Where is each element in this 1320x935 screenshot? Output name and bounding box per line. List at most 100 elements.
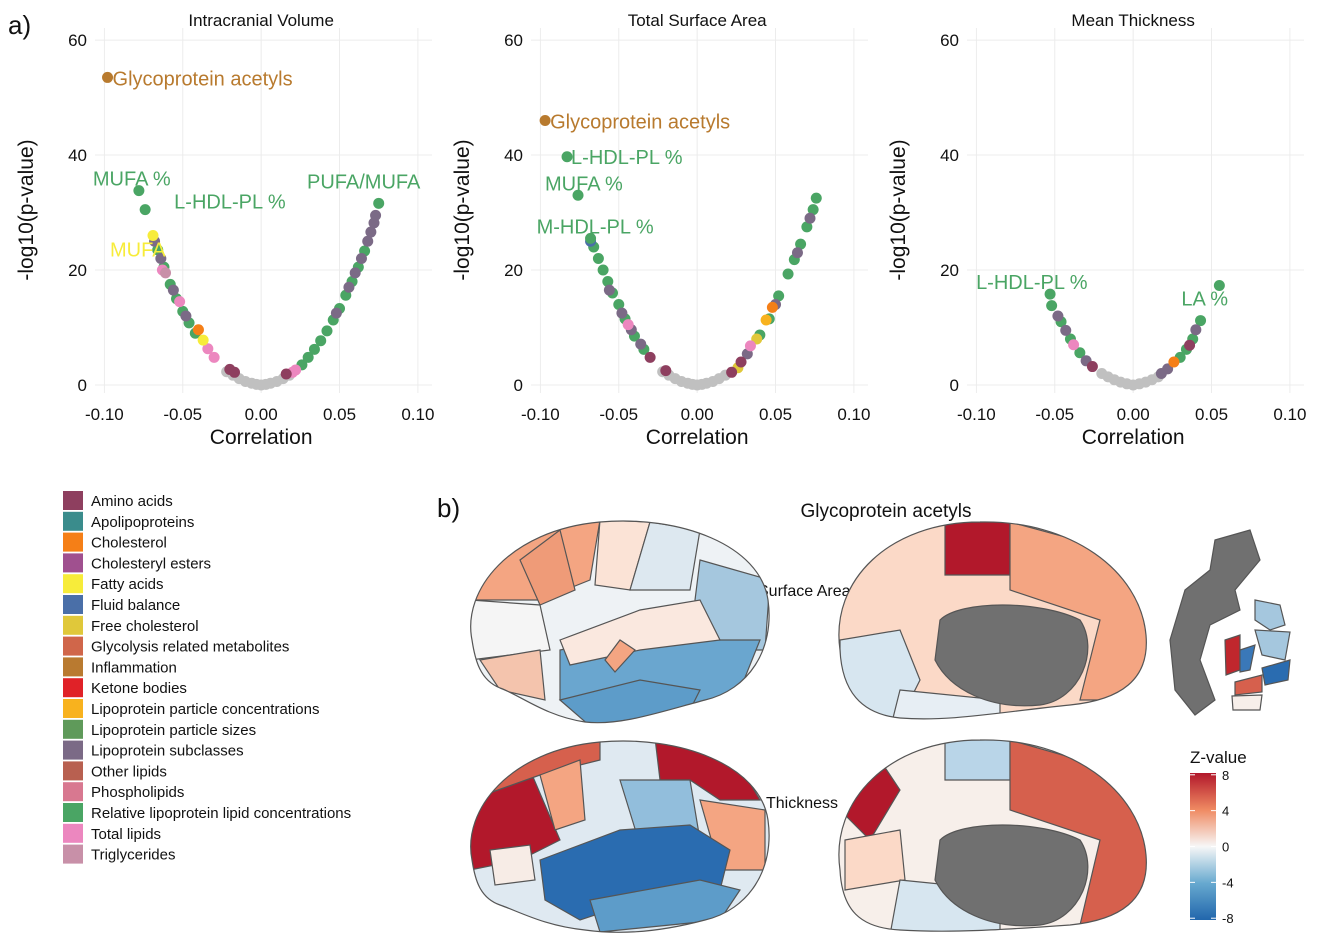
annotated-point xyxy=(102,72,113,83)
annotated-point xyxy=(373,198,384,209)
panel-label: a) xyxy=(8,10,31,40)
x-axis-label: Correlation xyxy=(1082,426,1185,449)
legend-label: Cholesteryl esters xyxy=(91,555,211,572)
point xyxy=(660,365,671,376)
legend-swatch xyxy=(63,616,83,635)
legend-label: Amino acids xyxy=(91,493,173,510)
legend-swatch xyxy=(63,512,83,531)
point xyxy=(281,369,292,380)
annotation: Glycoprotein acetyls xyxy=(550,112,730,134)
point xyxy=(805,213,816,224)
x-tick-label: 0.00 xyxy=(681,405,714,424)
chart-title: Mean Thickness xyxy=(1071,11,1194,30)
y-axis-label: -log10(p-value) xyxy=(15,139,38,280)
x-tick-label: 0.05 xyxy=(323,405,356,424)
point xyxy=(1087,361,1098,372)
y-tick-label: 40 xyxy=(504,146,523,165)
y-tick-label: 0 xyxy=(78,376,87,395)
y-tick-label: 60 xyxy=(504,31,523,50)
point xyxy=(761,315,772,326)
x-tick-label: 0.00 xyxy=(1117,405,1150,424)
y-tick-label: 20 xyxy=(68,261,87,280)
x-tick-label: -0.10 xyxy=(521,405,560,424)
annotation: LA % xyxy=(1181,289,1228,311)
x-tick-label: 0.10 xyxy=(837,405,870,424)
legend-label: Lipoprotein particle sizes xyxy=(91,722,256,739)
point xyxy=(1046,300,1057,311)
point xyxy=(321,325,332,336)
y-tick-label: 20 xyxy=(504,261,523,280)
colorbar-tick-label: 8 xyxy=(1222,768,1229,783)
point xyxy=(174,296,185,307)
legend-swatch xyxy=(63,678,83,697)
row-label: Surface Area xyxy=(758,583,851,600)
legend-label: Inflammation xyxy=(91,659,177,676)
point xyxy=(315,335,326,346)
legend-swatch xyxy=(63,637,83,656)
legend-swatch xyxy=(63,720,83,739)
annotated-point xyxy=(140,204,151,215)
annotation: L-HDL-PL % xyxy=(571,147,683,169)
legend-swatch xyxy=(63,803,83,822)
point xyxy=(645,352,656,363)
legend-label: Relative lipoprotein lipid concentration… xyxy=(91,805,351,822)
point xyxy=(160,267,171,278)
annotation: MUFA % xyxy=(93,169,171,191)
chart-title: Total Surface Area xyxy=(628,11,767,30)
colorbar-tick-label: 0 xyxy=(1222,840,1229,855)
point xyxy=(726,367,737,378)
legend-label: Lipoprotein particle concentrations xyxy=(91,701,319,718)
y-tick-label: 60 xyxy=(68,31,87,50)
point xyxy=(1184,340,1195,351)
x-tick-label: 0.00 xyxy=(245,405,278,424)
point xyxy=(598,264,609,275)
legend-swatch xyxy=(63,699,83,718)
x-tick-label: -0.05 xyxy=(1035,405,1074,424)
point xyxy=(193,324,204,335)
point xyxy=(343,282,354,293)
colorbar-tick-label: 4 xyxy=(1222,804,1229,819)
legend-label: Ketone bodies xyxy=(91,680,187,697)
annotation: Glycoprotein acetyls xyxy=(113,68,293,90)
y-tick-label: 0 xyxy=(950,376,959,395)
legend-swatch xyxy=(63,741,83,760)
colorbar-tick-label: -4 xyxy=(1222,875,1234,890)
legend-label: Cholesterol xyxy=(91,535,167,552)
point xyxy=(792,247,803,258)
legend-label: Fatty acids xyxy=(91,576,164,593)
legend-swatch xyxy=(63,553,83,572)
y-axis-label: -log10(p-value) xyxy=(451,139,474,280)
plot-area xyxy=(967,28,1304,393)
x-tick-label: 0.05 xyxy=(1195,405,1228,424)
panel-label: b) xyxy=(437,493,460,523)
x-tick-label: 0.05 xyxy=(759,405,792,424)
legend-swatch xyxy=(63,533,83,552)
legend-label: Fluid balance xyxy=(91,597,180,614)
point xyxy=(1068,339,1079,350)
legend-swatch xyxy=(63,595,83,614)
y-tick-label: 0 xyxy=(514,376,523,395)
point xyxy=(1052,310,1063,321)
point xyxy=(370,210,381,221)
annotation: PUFA/MUFA xyxy=(307,171,421,193)
x-tick-label: -0.05 xyxy=(599,405,638,424)
legend-swatch xyxy=(63,845,83,864)
chart-title: Intracranial Volume xyxy=(188,11,334,30)
point xyxy=(635,339,646,350)
point xyxy=(180,310,191,321)
point xyxy=(1168,356,1179,367)
colorbar-title: Z-value xyxy=(1190,748,1247,767)
legend-swatch xyxy=(63,761,83,780)
point xyxy=(198,335,209,346)
brain-surface xyxy=(460,510,1290,935)
legend-label: Apolipoproteins xyxy=(91,514,194,531)
legend-swatch xyxy=(63,782,83,801)
x-tick-label: -0.10 xyxy=(85,405,124,424)
point xyxy=(356,253,367,264)
figure: a) b) Glycoprotein acetyls Surface Area … xyxy=(0,0,1320,935)
point xyxy=(168,285,179,296)
point xyxy=(616,308,627,319)
legend-label: Triglycerides xyxy=(91,847,175,864)
colorbar-tick-label: -8 xyxy=(1222,911,1234,926)
legend-swatch xyxy=(63,491,83,510)
